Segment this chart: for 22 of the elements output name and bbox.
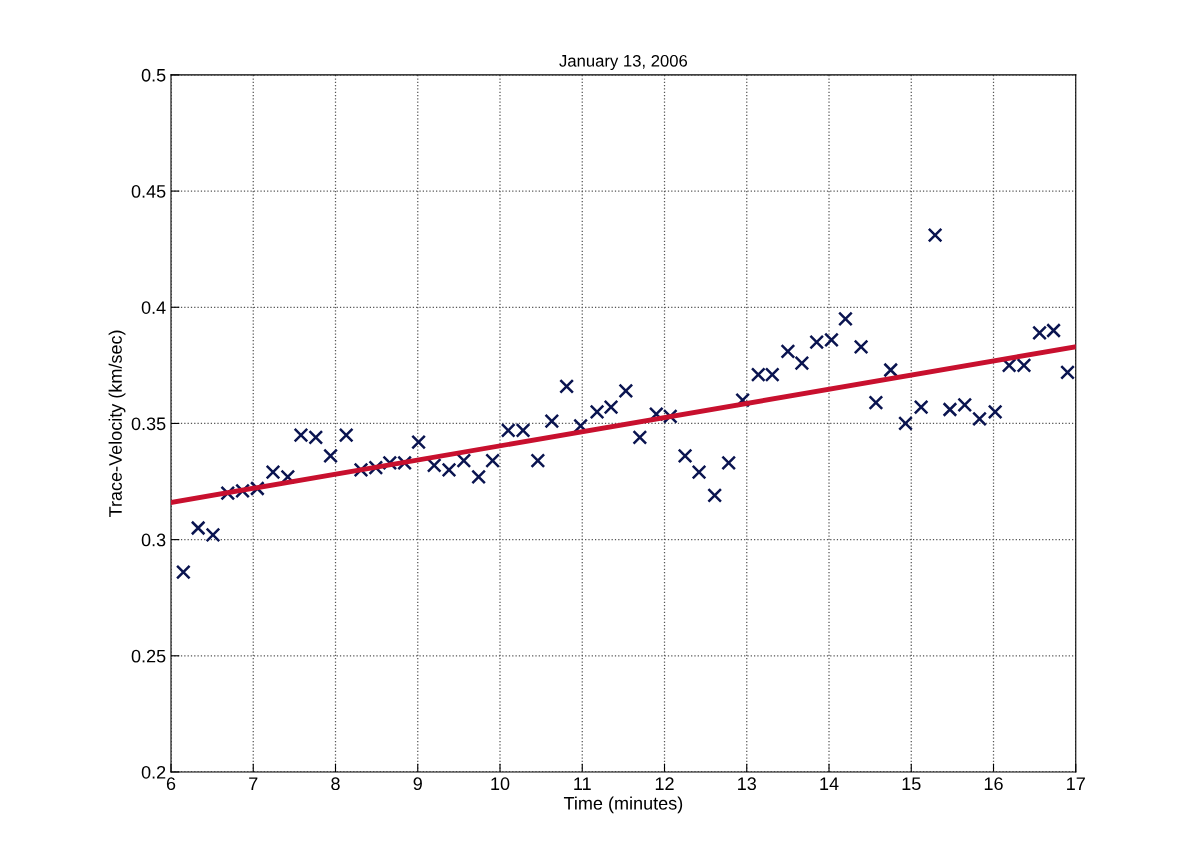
chart-title: January 13, 2006	[559, 54, 688, 71]
y-tick-label: 0.2	[141, 765, 166, 779]
y-tick-label: 0.3	[141, 533, 166, 547]
y-axis-title: Trace-Velocity (km/sec)	[108, 330, 126, 517]
x-tick-label: 17	[1067, 777, 1085, 790]
x-axis-title: Time (minutes)	[563, 796, 683, 814]
x-tick-label: 15	[902, 777, 921, 791]
x-tick-label: 7	[249, 777, 258, 790]
x-tick-label: 9	[413, 777, 422, 791]
y-tick-label: 0.35	[131, 417, 166, 431]
y-tick-label: 0.5	[141, 68, 166, 82]
x-tick-label: 12	[655, 777, 674, 790]
x-tick-label: 11	[574, 777, 591, 790]
x-tick-label: 6	[166, 777, 176, 791]
x-tick-label: 8	[331, 777, 340, 791]
x-tick-label: 13	[738, 777, 757, 791]
y-tick-label: 0.45	[131, 185, 166, 198]
y-tick-label: 0.25	[131, 649, 166, 663]
y-tick-label: 0.4	[141, 301, 166, 314]
x-tick-label: 10	[491, 777, 510, 791]
x-tick-label: 16	[984, 777, 1003, 791]
x-tick-label: 14	[820, 777, 839, 790]
